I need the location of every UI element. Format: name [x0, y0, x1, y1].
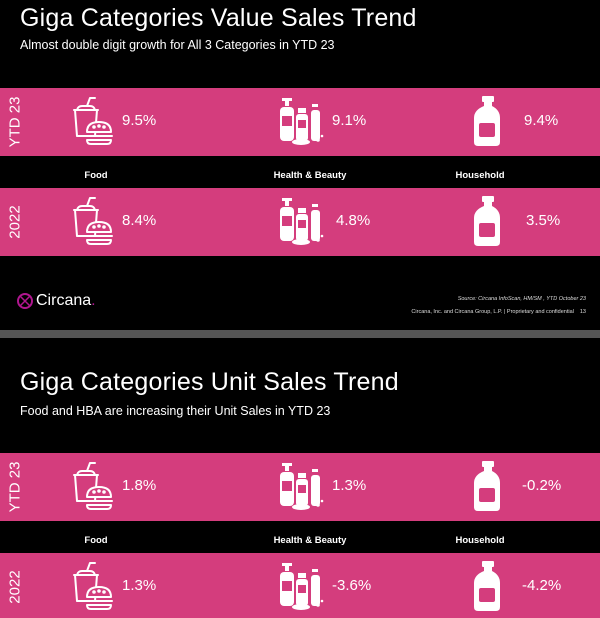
household-value: -0.2%	[522, 477, 562, 494]
food-value: 1.3%	[122, 577, 157, 594]
detergent-bottle-icon	[474, 96, 500, 146]
band-row-ytd23: YTD 23 9.5% 9.1% 9.4%	[0, 88, 600, 156]
food-value: 8.4%	[122, 212, 157, 229]
health-beauty-value: 4.8%	[336, 212, 371, 229]
household-value: -4.2%	[522, 577, 562, 594]
band-row-2022: 2022 1.3% -3.6% -4.2%	[0, 553, 600, 618]
household-value: 3.5%	[526, 212, 561, 229]
category-food: Food	[84, 535, 108, 546]
health-beauty-value: -3.6%	[332, 577, 372, 594]
slide-subtitle: Food and HBA are increasing their Unit S…	[20, 404, 331, 418]
health-beauty-bottles-icon	[280, 563, 324, 610]
slide-subtitle: Almost double digit growth for All 3 Cat…	[20, 38, 335, 52]
band-row-2022: 2022 8.4% 4.8% 3.5%	[0, 188, 600, 256]
slide-unit-sales: Giga Categories Unit Sales Trend Food an…	[0, 338, 600, 618]
health-beauty-value: 9.1%	[332, 112, 367, 129]
band-row-ytd23: YTD 23 1.8% 1.3% -0.2%	[0, 453, 600, 521]
food-value: 1.8%	[122, 477, 157, 494]
logo-wordmark: Circana.	[36, 292, 96, 309]
year-label: YTD 23	[6, 96, 24, 148]
food-value: 9.5%	[122, 112, 157, 129]
category-labels: Food Health & Beauty Household	[0, 531, 600, 553]
category-household: Household	[455, 170, 505, 181]
detergent-bottle-icon	[474, 461, 500, 511]
health-beauty-bottles-icon	[280, 198, 324, 245]
legal-footer: Circana, Inc. and Circana Group, L.P. | …	[411, 309, 586, 315]
health-beauty-bottles-icon	[280, 98, 324, 145]
fast-food-icon	[73, 562, 113, 610]
fast-food-icon	[73, 462, 113, 510]
slide-separator	[0, 330, 600, 338]
circana-logo: Circana.	[16, 292, 96, 310]
health-beauty-value: 1.3%	[332, 477, 367, 494]
detergent-bottle-icon	[474, 196, 500, 246]
fast-food-icon	[73, 197, 113, 245]
year-label: YTD 23	[6, 461, 24, 513]
slide-title: Giga Categories Value Sales Trend	[20, 4, 417, 32]
source-note: Source: Circana InfoScan, HM/SM , YTD Oc…	[457, 296, 586, 302]
household-value: 9.4%	[524, 112, 559, 129]
year-label: 2022	[6, 570, 24, 604]
page-number: 13	[579, 309, 586, 315]
detergent-bottle-icon	[474, 561, 500, 611]
fast-food-icon	[73, 97, 113, 145]
slide-value-sales: Giga Categories Value Sales Trend Almost…	[0, 4, 600, 315]
category-household: Household	[455, 535, 505, 546]
year-label: 2022	[6, 205, 24, 239]
circana-mark-icon	[17, 293, 33, 309]
health-beauty-bottles-icon	[280, 463, 324, 510]
slide-title: Giga Categories Unit Sales Trend	[20, 368, 399, 396]
category-health-beauty: Health & Beauty	[273, 170, 347, 181]
category-food: Food	[84, 170, 108, 181]
category-health-beauty: Health & Beauty	[273, 535, 347, 546]
category-labels: Food Health & Beauty Household	[0, 166, 600, 188]
